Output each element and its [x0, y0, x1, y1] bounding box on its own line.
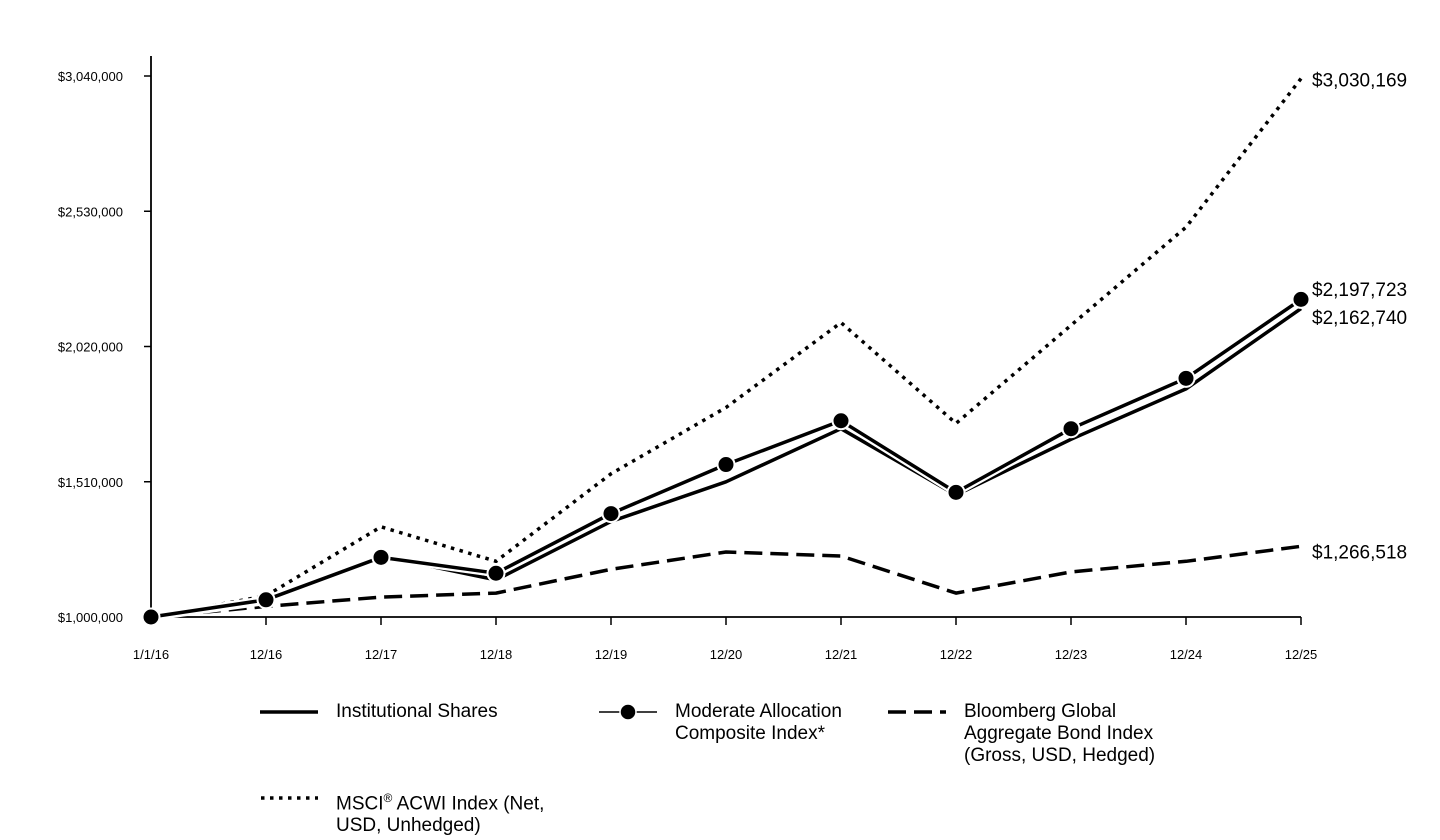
x-tick-label: 12/25: [1285, 647, 1318, 662]
data-point-marker: [371, 547, 391, 567]
data-point-marker: [486, 563, 506, 583]
y-tick-label: $2,020,000: [58, 340, 123, 355]
x-tick-label: 12/17: [365, 647, 398, 662]
y-tick-label: $1,000,000: [58, 610, 123, 625]
x-tick-label: 1/1/16: [133, 647, 169, 662]
x-tick-label: 12/22: [940, 647, 973, 662]
x-tick-label: 12/23: [1055, 647, 1088, 662]
series-line-bloomberg: [150, 544, 1302, 619]
y-tick-label: $2,530,000: [58, 204, 123, 219]
data-point-marker: [141, 607, 161, 627]
data-point-marker: [716, 455, 736, 475]
data-point-marker: [601, 504, 621, 524]
data-point-marker: [1176, 368, 1196, 388]
x-tick-label: 12/21: [825, 647, 858, 662]
x-tick-label: 12/19: [595, 647, 628, 662]
x-tick-label: 12/24: [1170, 647, 1203, 662]
y-tick-label: $3,040,000: [58, 69, 123, 84]
x-tick-label: 12/20: [710, 647, 743, 662]
x-tick-label: 12/18: [480, 647, 513, 662]
series-line-msci-acwi: [150, 77, 1303, 619]
data-point-marker: [256, 590, 276, 610]
series-end-label: $1,266,518: [1312, 542, 1407, 563]
series-end-label: $3,030,169: [1312, 71, 1407, 92]
data-point-marker: [1291, 289, 1311, 309]
x-tick-label: 12/16: [250, 647, 283, 662]
data-point-marker: [831, 411, 851, 431]
end-labels: $2,162,740 $2,197,723 $1,266,518 $3,030,169: [1312, 71, 1407, 564]
series-end-label: $2,162,740: [1312, 308, 1407, 329]
series-end-label: $2,197,723: [1312, 280, 1407, 301]
data-point-marker: [946, 482, 966, 502]
axes: $1,000,000 $1,510,000 $2,020,000 $2,530,000…: [58, 56, 1317, 662]
series-layer: [141, 77, 1311, 627]
data-point-marker: [1061, 419, 1081, 439]
y-tick-label: $1,510,000: [58, 475, 123, 490]
